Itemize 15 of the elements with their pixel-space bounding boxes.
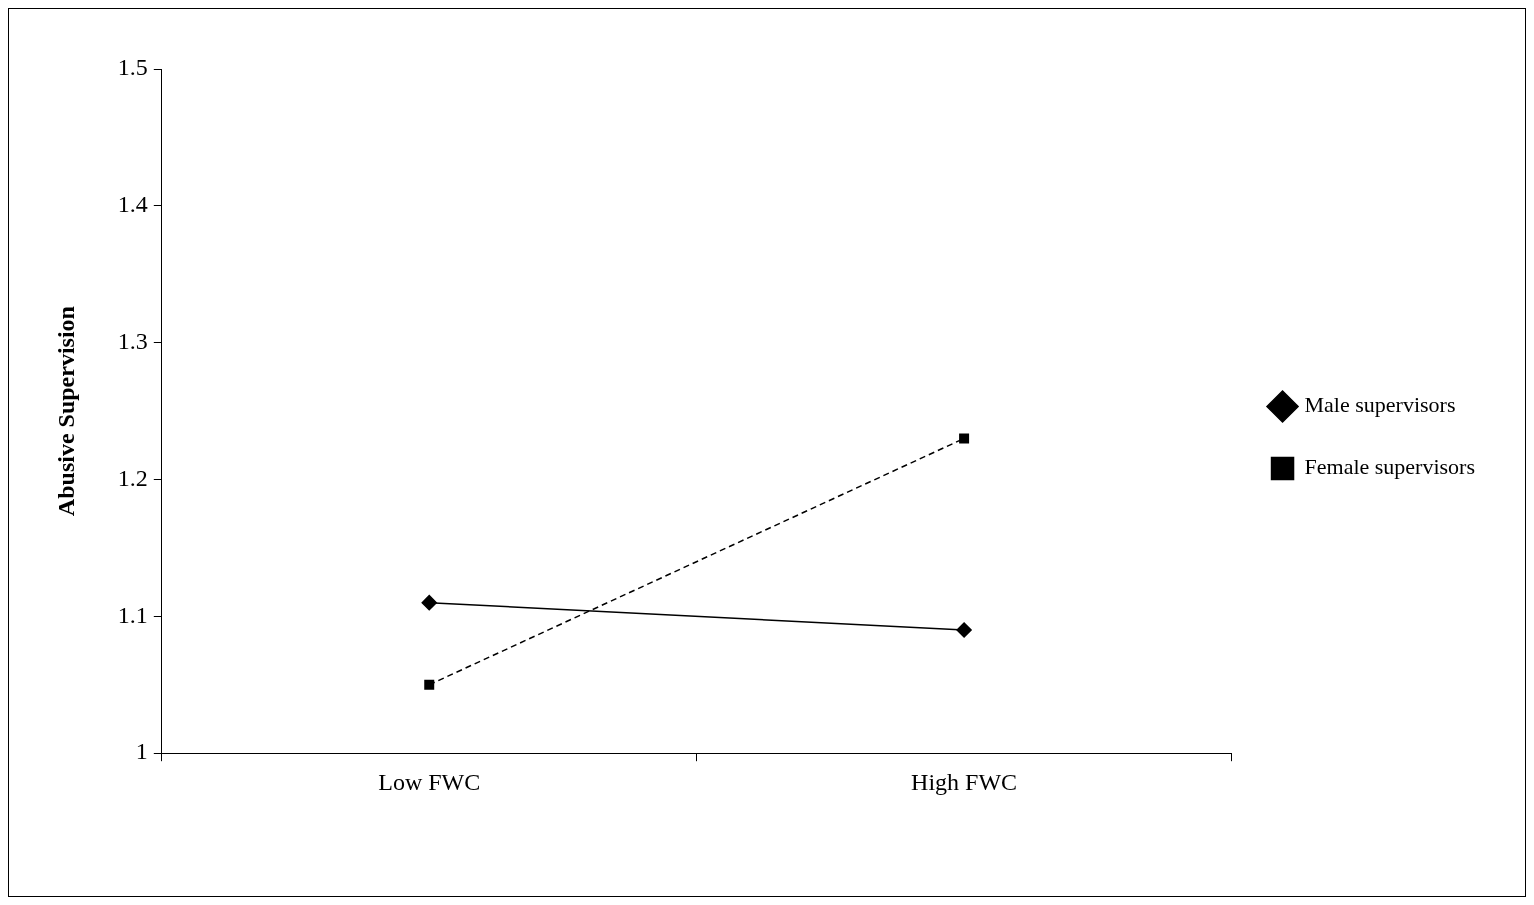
legend-label: Female supervisors (1304, 454, 1475, 480)
x-tick-label: High FWC (911, 768, 1018, 795)
point (424, 679, 435, 690)
y-tick-label: 1.2 (117, 464, 148, 491)
point (421, 594, 437, 611)
point (959, 433, 970, 444)
y-tick-label: 1.4 (117, 191, 148, 218)
x-tick-label: Low FWC (378, 768, 481, 795)
y-tick-label: 1.3 (117, 327, 148, 354)
y-axis-title: Abusive Supervision (52, 306, 79, 517)
point (956, 622, 972, 638)
y-tick-label: 1.1 (117, 601, 148, 628)
y-tick-label: 1 (135, 738, 148, 765)
y-tick-label: 1.5 (117, 54, 148, 81)
legend-label: Male supervisors (1304, 392, 1456, 418)
